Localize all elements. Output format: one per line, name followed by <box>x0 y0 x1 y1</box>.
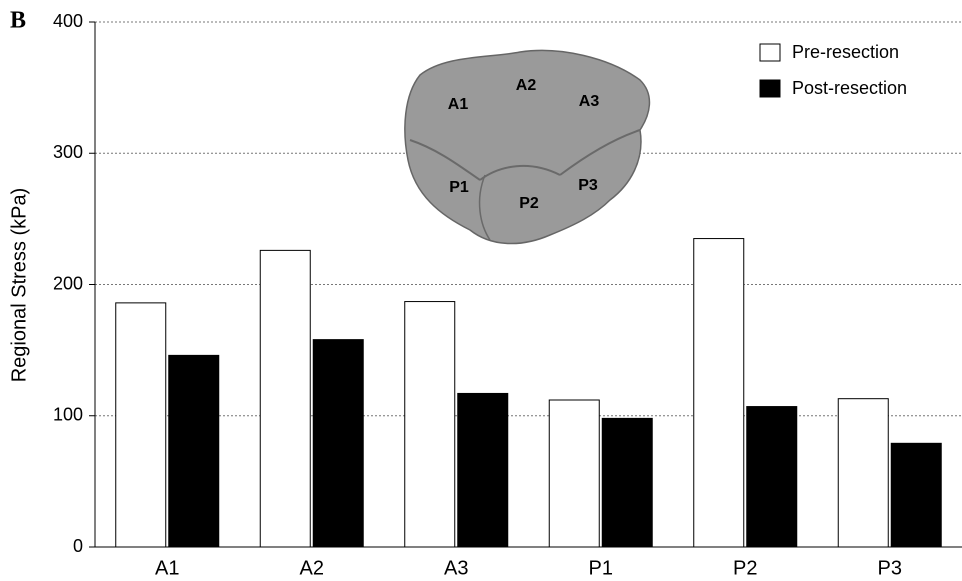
panel-label: B <box>10 8 26 34</box>
legend-label: Pre-resection <box>792 42 899 62</box>
x-tick-label: A1 <box>155 557 179 579</box>
y-tick-label: 200 <box>53 273 83 293</box>
bar <box>747 407 797 547</box>
x-tick-label: P1 <box>589 557 613 579</box>
x-tick-label: A3 <box>444 557 468 579</box>
y-tick-label: 100 <box>53 405 83 425</box>
bar <box>694 239 744 547</box>
bar <box>405 302 455 547</box>
y-axis-label: Regional Stress (kPa) <box>8 188 30 383</box>
inset-label: A3 <box>579 93 600 110</box>
bar <box>116 303 166 547</box>
bar <box>891 443 941 547</box>
bar <box>169 355 219 547</box>
bar <box>260 250 310 547</box>
valve-inset: A1 A2 A3 P1 P2 P3 <box>405 50 650 243</box>
bar <box>602 418 652 547</box>
y-tick-label: 300 <box>53 142 83 162</box>
inset-label: P3 <box>578 177 598 194</box>
x-tick-label: P2 <box>733 557 757 579</box>
legend-swatch <box>760 80 780 97</box>
bar <box>458 393 508 547</box>
inset-label: P2 <box>519 195 539 212</box>
legend-label: Post-resection <box>792 78 907 98</box>
chart: B Regional Stress (kPa) 0 100 200 300 400 A1… <box>0 0 962 581</box>
bar <box>549 400 599 547</box>
inset-label: P1 <box>449 179 469 196</box>
y-tick-label: 0 <box>73 536 83 556</box>
x-tick-label: A2 <box>300 557 324 579</box>
inset-label: A1 <box>448 96 469 113</box>
x-tick-label: P3 <box>878 557 902 579</box>
legend-swatch <box>760 44 780 61</box>
y-tick-label: 400 <box>53 11 83 31</box>
bar <box>313 340 363 547</box>
inset-label: A2 <box>516 77 537 94</box>
bar <box>838 399 888 547</box>
